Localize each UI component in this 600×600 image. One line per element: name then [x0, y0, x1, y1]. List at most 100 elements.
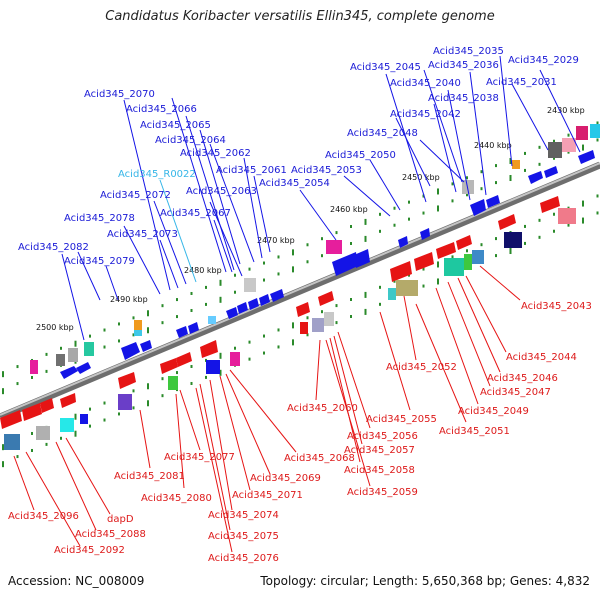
feature-block[interactable]: [80, 414, 88, 424]
feature-block[interactable]: [244, 278, 256, 292]
feature-block[interactable]: [134, 330, 142, 336]
gene-label[interactable]: Acid345_2080: [141, 493, 212, 504]
forward-gene[interactable]: [248, 298, 259, 310]
forward-gene[interactable]: [354, 249, 370, 268]
forward-gene[interactable]: [76, 362, 91, 374]
gene-label[interactable]: Acid345_2079: [64, 256, 135, 267]
feature-block[interactable]: [208, 316, 216, 324]
gene-label[interactable]: Acid345_2070: [84, 89, 155, 100]
reverse-gene[interactable]: [296, 302, 310, 317]
feature-block[interactable]: [444, 258, 464, 276]
feature-block[interactable]: [134, 320, 142, 330]
feature-block[interactable]: [36, 426, 50, 440]
gene-label[interactable]: Acid345_2082: [18, 242, 89, 253]
gene-label[interactable]: Acid345_2088: [75, 529, 146, 540]
gene-label[interactable]: Acid345_2071: [232, 490, 303, 501]
gene-label[interactable]: Acid345_2045: [350, 62, 421, 73]
reverse-gene[interactable]: [498, 214, 516, 230]
gene-label[interactable]: Acid345_2056: [347, 431, 418, 442]
gene-label[interactable]: Acid345_2061: [216, 165, 287, 176]
gene-label[interactable]: Acid345_2073: [107, 229, 178, 240]
gene-label[interactable]: Acid345_2043: [521, 301, 592, 312]
forward-gene[interactable]: [140, 340, 152, 352]
feature-block[interactable]: [388, 288, 396, 300]
gene-label[interactable]: Acid345_2059: [347, 487, 418, 498]
reverse-gene[interactable]: [40, 398, 54, 413]
feature-block[interactable]: [562, 138, 576, 152]
reverse-gene[interactable]: [318, 291, 334, 306]
gene-label[interactable]: Acid345_2042: [390, 109, 461, 120]
gene-label[interactable]: Acid345_2069: [250, 473, 321, 484]
forward-gene[interactable]: [270, 289, 284, 302]
gene-label[interactable]: Acid345_2040: [390, 78, 461, 89]
reverse-gene[interactable]: [390, 261, 412, 282]
gene-label[interactable]: Acid345_2074: [208, 510, 279, 521]
gene-label[interactable]: Acid345_2072: [100, 190, 171, 201]
gene-label[interactable]: Acid345_2046: [487, 373, 558, 384]
gene-label[interactable]: Acid345_2047: [480, 387, 551, 398]
feature-block[interactable]: [512, 160, 520, 169]
feature-block[interactable]: [558, 208, 576, 224]
feature-block[interactable]: [118, 394, 132, 410]
gene-label[interactable]: Acid345_2064: [155, 135, 226, 146]
feature-block[interactable]: [206, 360, 220, 374]
gene-label[interactable]: Acid345_2057: [344, 445, 415, 456]
gene-label[interactable]: Acid345_2035: [433, 46, 504, 57]
reverse-gene[interactable]: [22, 403, 42, 421]
feature-block[interactable]: [30, 360, 38, 374]
gene-label[interactable]: Acid345_2076: [208, 553, 279, 564]
gene-label[interactable]: Acid345_2038: [428, 93, 499, 104]
forward-gene[interactable]: [259, 294, 270, 306]
forward-gene[interactable]: [226, 307, 238, 319]
forward-gene[interactable]: [420, 228, 430, 240]
gene-label[interactable]: Acid345_2067: [160, 208, 231, 219]
forward-gene[interactable]: [470, 199, 486, 216]
reverse-gene[interactable]: [200, 340, 218, 358]
feature-block[interactable]: [548, 142, 562, 158]
gene-label[interactable]: Acid345_2062: [180, 148, 251, 159]
gene-label[interactable]: Acid345_2029: [508, 55, 579, 66]
forward-gene[interactable]: [60, 366, 78, 379]
gene-label[interactable]: Acid345_2060: [287, 403, 358, 414]
gene-label[interactable]: Acid345_2054: [259, 178, 330, 189]
feature-block[interactable]: [4, 434, 20, 450]
feature-block[interactable]: [324, 312, 334, 326]
feature-block[interactable]: [326, 240, 342, 254]
feature-block[interactable]: [504, 232, 522, 248]
gene-label[interactable]: Acid345_2049: [458, 406, 529, 417]
feature-block[interactable]: [472, 250, 484, 264]
feature-block[interactable]: [396, 280, 418, 296]
gene-label[interactable]: Acid345_2050: [325, 150, 396, 161]
gene-label[interactable]: Acid345_2068: [284, 453, 355, 464]
feature-block[interactable]: [576, 126, 588, 140]
gene-label[interactable]: Acid345_2081: [114, 471, 185, 482]
rna-gene-label[interactable]: Acid345_R0022: [118, 169, 196, 180]
forward-gene[interactable]: [121, 342, 140, 360]
gene-label[interactable]: Acid345_2066: [126, 104, 197, 115]
gene-label[interactable]: Acid345_2092: [54, 545, 125, 556]
reverse-gene[interactable]: [540, 196, 560, 213]
gene-label[interactable]: Acid345_2048: [347, 128, 418, 139]
reverse-gene[interactable]: [456, 235, 472, 250]
gene-label[interactable]: Acid345_2055: [366, 414, 437, 425]
reverse-gene[interactable]: [118, 372, 136, 389]
gene-label[interactable]: Acid345_2077: [164, 452, 235, 463]
feature-block[interactable]: [68, 348, 78, 362]
gene-label[interactable]: Acid345_2052: [386, 362, 457, 373]
feature-block[interactable]: [60, 418, 74, 432]
forward-gene[interactable]: [544, 166, 558, 178]
gene-label[interactable]: dapD: [107, 514, 134, 525]
feature-block[interactable]: [84, 342, 94, 356]
feature-block[interactable]: [590, 124, 600, 138]
feature-block[interactable]: [300, 322, 308, 334]
forward-gene[interactable]: [237, 302, 248, 314]
gene-label[interactable]: Acid345_2036: [428, 60, 499, 71]
gene-label[interactable]: Acid345_2053: [291, 165, 362, 176]
reverse-gene[interactable]: [60, 393, 76, 408]
feature-block[interactable]: [312, 318, 324, 332]
forward-gene[interactable]: [398, 236, 408, 248]
forward-gene[interactable]: [528, 171, 543, 184]
feature-block[interactable]: [230, 352, 240, 366]
gene-label[interactable]: Acid345_2044: [506, 352, 577, 363]
gene-label[interactable]: Acid345_2075: [208, 531, 279, 542]
